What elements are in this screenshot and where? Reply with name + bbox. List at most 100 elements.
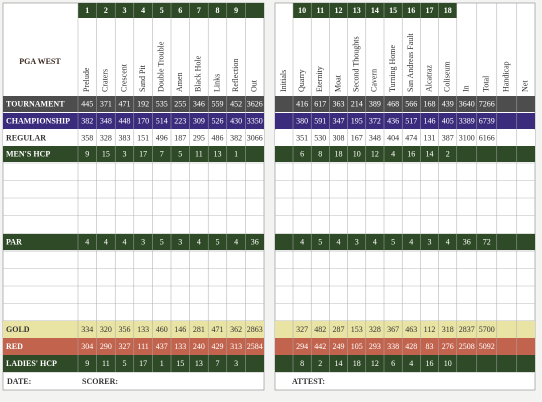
row-band bbox=[3, 355, 264, 372]
hole-name: Coliseum bbox=[443, 61, 452, 92]
row-band bbox=[3, 146, 264, 162]
score-value: 14 bbox=[335, 359, 343, 368]
score-value: 347 bbox=[333, 116, 345, 125]
score-value: 4 bbox=[337, 237, 341, 246]
row-label: PAR bbox=[6, 237, 22, 246]
score-value: 371 bbox=[100, 99, 112, 108]
score-value: 12 bbox=[371, 359, 379, 368]
row-band bbox=[3, 130, 264, 146]
score-value: 3100 bbox=[459, 133, 475, 142]
score-value: 4 bbox=[234, 237, 238, 246]
score-value: 7 bbox=[160, 149, 164, 158]
score-value: 5 bbox=[160, 237, 164, 246]
row-label: GOLD bbox=[6, 325, 30, 334]
score-value: 367 bbox=[387, 325, 399, 334]
row-band bbox=[275, 96, 535, 112]
score-value: 153 bbox=[351, 325, 363, 334]
score-value: 187 bbox=[174, 133, 186, 142]
score-value: 436 bbox=[387, 116, 399, 125]
score-value: 4 bbox=[300, 237, 304, 246]
score-value: 2508 bbox=[459, 342, 475, 351]
hole-name: San Andreas Fault bbox=[406, 33, 415, 92]
hole-name: Net bbox=[521, 80, 530, 92]
row-label: TOURNAMENT bbox=[6, 99, 65, 108]
score-value: 4 bbox=[391, 149, 395, 158]
score-value: 566 bbox=[405, 99, 417, 108]
score-value: 1 bbox=[234, 149, 238, 158]
score-value: 12 bbox=[371, 149, 379, 158]
score-value: 452 bbox=[230, 99, 242, 108]
row-band bbox=[3, 113, 264, 129]
score-value: 133 bbox=[174, 342, 186, 351]
score-value: 16 bbox=[407, 149, 415, 158]
hole-name: Out bbox=[250, 79, 259, 92]
score-value: 351 bbox=[296, 133, 308, 142]
score-value: 4 bbox=[197, 237, 201, 246]
hole-number: 12 bbox=[335, 6, 343, 15]
header-band bbox=[293, 3, 457, 18]
score-value: 3626 bbox=[247, 99, 263, 108]
score-value: 496 bbox=[156, 133, 168, 142]
hole-name: Alcatraz bbox=[424, 64, 433, 92]
hole-number: 18 bbox=[444, 6, 452, 15]
hole-name: Prelude bbox=[82, 67, 91, 92]
score-value: 255 bbox=[174, 99, 186, 108]
score-value: 309 bbox=[193, 116, 205, 125]
score-value: 439 bbox=[442, 99, 454, 108]
score-value: 8 bbox=[300, 359, 304, 368]
hole-number: 14 bbox=[371, 6, 379, 15]
row-band bbox=[3, 338, 264, 355]
score-value: 17 bbox=[139, 149, 147, 158]
score-value: 346 bbox=[193, 99, 205, 108]
hole-number: 9 bbox=[234, 6, 238, 15]
score-value: 7266 bbox=[479, 99, 495, 108]
score-value: 8 bbox=[318, 149, 322, 158]
score-value: 6 bbox=[300, 149, 304, 158]
row-label: LADIES' HCP bbox=[6, 359, 57, 368]
hole-number: 11 bbox=[317, 6, 325, 15]
score-value: 437 bbox=[156, 342, 168, 351]
score-value: 3640 bbox=[459, 99, 475, 108]
score-value: 36 bbox=[251, 237, 259, 246]
row-band bbox=[275, 130, 535, 146]
score-value: 468 bbox=[387, 99, 399, 108]
score-value: 287 bbox=[333, 325, 345, 334]
score-value: 3 bbox=[355, 237, 359, 246]
score-value: 72 bbox=[483, 237, 491, 246]
score-value: 15 bbox=[102, 149, 110, 158]
score-value: 3 bbox=[178, 237, 182, 246]
score-value: 146 bbox=[424, 116, 436, 125]
score-value: 4 bbox=[373, 237, 377, 246]
score-value: 5 bbox=[123, 359, 127, 368]
score-value: 3389 bbox=[459, 116, 475, 125]
score-value: 380 bbox=[296, 116, 308, 125]
score-value: 448 bbox=[119, 116, 131, 125]
score-value: 313 bbox=[230, 342, 242, 351]
score-value: 429 bbox=[212, 342, 224, 351]
score-value: 3 bbox=[123, 149, 127, 158]
score-value: 290 bbox=[100, 342, 112, 351]
score-value: 2863 bbox=[247, 325, 263, 334]
score-value: 9 bbox=[85, 149, 89, 158]
row-band bbox=[275, 146, 535, 162]
score-value: 146 bbox=[174, 325, 186, 334]
hole-name: Handicap bbox=[502, 61, 511, 92]
score-value: 223 bbox=[174, 116, 186, 125]
score-value: 13 bbox=[195, 359, 203, 368]
row-label: CHAMPIONSHIP bbox=[6, 116, 70, 125]
hole-name: Moat bbox=[333, 74, 342, 92]
score-value: 5 bbox=[391, 237, 395, 246]
score-value: 382 bbox=[81, 116, 93, 125]
score-value: 463 bbox=[405, 325, 417, 334]
score-value: 4 bbox=[409, 359, 413, 368]
score-value: 2 bbox=[446, 149, 450, 158]
hole-number: 2 bbox=[104, 6, 108, 15]
hole-number: 8 bbox=[216, 6, 220, 15]
score-value: 83 bbox=[426, 342, 434, 351]
score-value: 2 bbox=[318, 359, 322, 368]
hole-number: 13 bbox=[353, 6, 361, 15]
score-value: 4 bbox=[85, 237, 89, 246]
score-value: 294 bbox=[296, 342, 308, 351]
score-value: 474 bbox=[405, 133, 417, 142]
